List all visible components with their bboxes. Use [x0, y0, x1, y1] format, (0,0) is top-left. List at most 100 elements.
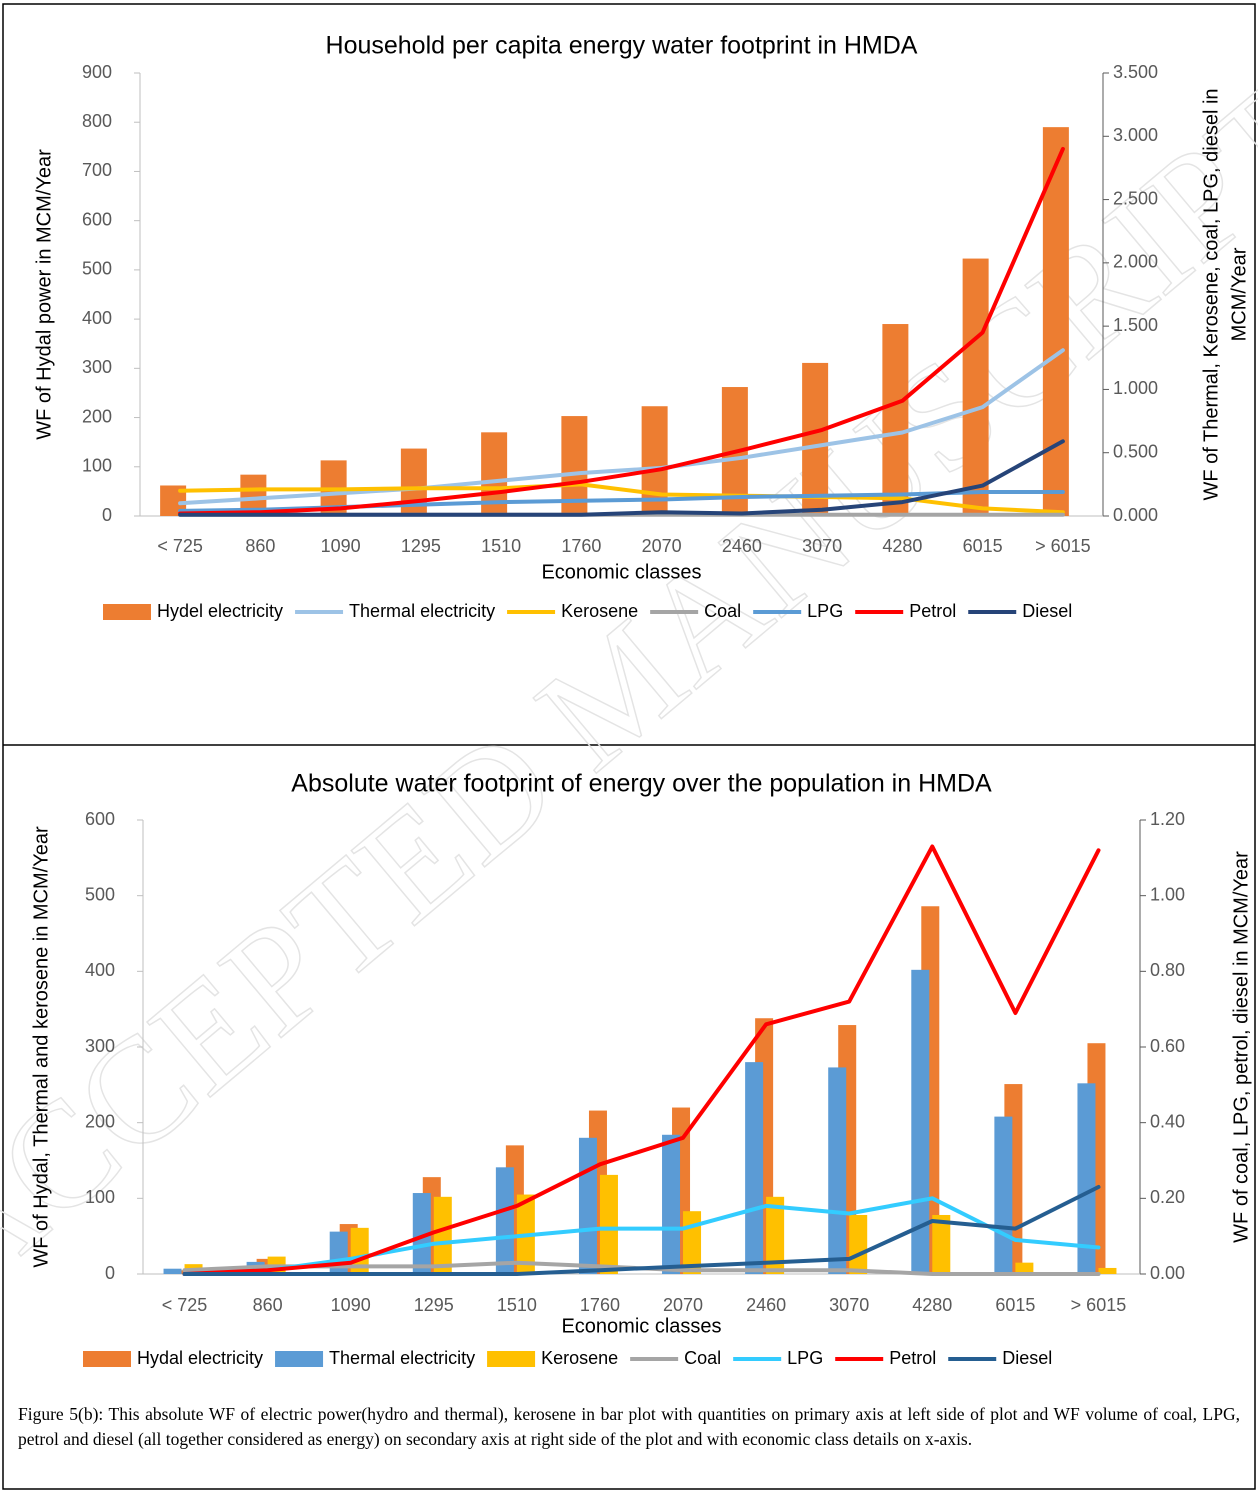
legend-swatch	[103, 604, 151, 620]
y-axis-label: WF of Hydal power in MCM/Year	[33, 149, 55, 440]
bar	[1077, 1083, 1096, 1274]
bar	[994, 1116, 1013, 1274]
y2-tick-label: 0.00	[1150, 1263, 1185, 1283]
y2-tick-label: 0.20	[1150, 1187, 1185, 1207]
y2-tick-label: 2.500	[1113, 188, 1158, 208]
line-series	[178, 348, 1065, 506]
y-tick-label: 400	[82, 308, 112, 328]
y2-tick-label: 3.000	[1113, 125, 1158, 145]
legend-label: Thermal electricity	[329, 1348, 475, 1368]
x-tick-label: 1090	[321, 536, 361, 556]
y-tick-label: 200	[82, 406, 112, 426]
line-series	[182, 1185, 1101, 1276]
legend-label: Hydal electricity	[137, 1348, 263, 1368]
legend-swatch	[83, 1351, 131, 1367]
y2-tick-label: 1.500	[1113, 315, 1158, 335]
bar	[495, 1167, 514, 1274]
x-axis-label: Economic classes	[561, 1315, 721, 1337]
y2-tick-label: 1.000	[1113, 378, 1158, 398]
legend-label: Diesel	[1002, 1348, 1052, 1368]
x-tick-label: 1295	[414, 1295, 454, 1315]
y-tick-label: 300	[82, 357, 112, 377]
x-tick-label: 860	[245, 536, 275, 556]
x-tick-label: 2460	[746, 1295, 786, 1315]
x-tick-label: 1760	[561, 536, 601, 556]
y2-axis-label: WF of Thermal, Kerosene, coal, LPG, dies…	[1200, 88, 1222, 500]
y2-tick-label: 3.500	[1113, 62, 1158, 82]
chart-title: Household per capita energy water footpr…	[326, 32, 918, 60]
y-tick-label: 700	[82, 160, 112, 180]
legend-label: Kerosene	[541, 1348, 618, 1368]
x-axis-label: Economic classes	[541, 561, 701, 583]
line-series	[178, 439, 1065, 517]
x-tick-label: 4280	[882, 536, 922, 556]
x-tick-label: 1760	[580, 1295, 620, 1315]
line-series	[182, 1196, 1101, 1276]
bar	[173, 1270, 192, 1274]
legend-label: Petrol	[889, 1348, 936, 1368]
x-tick-label: 860	[253, 1295, 283, 1315]
bar	[412, 1193, 431, 1274]
bar	[932, 1214, 951, 1274]
y2-axis-label: WF of coal, LPG, petrol, diesel in MCM/Y…	[1230, 851, 1252, 1243]
bar	[1015, 1262, 1034, 1274]
x-tick-label: 6015	[995, 1295, 1035, 1315]
bar	[662, 1134, 681, 1274]
y-tick-label: 600	[82, 209, 112, 229]
x-tick-label: < 725	[162, 1295, 208, 1315]
y2-tick-label: 2.000	[1113, 252, 1158, 272]
x-tick-label: > 6015	[1071, 1295, 1127, 1315]
bar	[1098, 1267, 1117, 1274]
legend-label: Coal	[684, 1348, 721, 1368]
y-tick-label: 0	[105, 1263, 115, 1283]
bar	[802, 362, 829, 516]
legend-label: LPG	[807, 601, 843, 621]
legend-swatch	[487, 1351, 536, 1367]
caption: Figure 5(b): This absolute WF of electri…	[18, 1404, 1240, 1449]
y-tick-label: 300	[85, 1036, 115, 1056]
y2-tick-label: 0.500	[1113, 441, 1158, 461]
bar	[766, 1196, 785, 1274]
bar	[882, 324, 909, 516]
x-tick-label: 6015	[963, 536, 1003, 556]
x-tick-label: 1510	[481, 536, 521, 556]
y-tick-label: 900	[82, 62, 112, 82]
x-tick-label: 3070	[829, 1295, 869, 1315]
bar	[828, 1067, 847, 1274]
y-tick-label: 500	[85, 884, 115, 904]
legend-label: Kerosene	[561, 601, 638, 621]
y-tick-label: 600	[85, 809, 115, 829]
x-tick-label: 1295	[401, 536, 441, 556]
outer-border	[2, 3, 1256, 1490]
x-tick-label: 2070	[642, 536, 682, 556]
y2-tick-label: 0.80	[1150, 960, 1185, 980]
legend-label: Coal	[704, 601, 741, 621]
x-tick-label: 1090	[331, 1295, 371, 1315]
watermark: ACCEPTED MANUSCRIPT	[0, 53, 1258, 1324]
legend-label: Hydel electricity	[157, 601, 283, 621]
x-tick-label: < 725	[157, 536, 203, 556]
y-tick-label: 200	[85, 1111, 115, 1131]
y-tick-label: 100	[85, 1187, 115, 1207]
y-tick-label: 0	[102, 505, 112, 525]
legend-label: Thermal electricity	[349, 601, 495, 621]
y-tick-label: 800	[82, 111, 112, 131]
y-tick-label: 500	[82, 259, 112, 279]
y2-tick-label: 0.000	[1113, 505, 1158, 525]
y2-tick-label: 1.20	[1150, 809, 1185, 829]
line-series	[182, 844, 1101, 1276]
bar	[849, 1214, 868, 1274]
x-tick-label: 4280	[912, 1295, 952, 1315]
x-tick-label: 2070	[663, 1295, 703, 1315]
x-tick-label: 3070	[802, 536, 842, 556]
y-axis-label: WF of Hydal, Thermal and kerosene in MCM…	[30, 826, 52, 1268]
legend-label: Diesel	[1022, 601, 1072, 621]
bar	[578, 1137, 597, 1274]
bar	[962, 258, 989, 516]
y-tick-label: 400	[85, 960, 115, 980]
y2-tick-label: 0.60	[1150, 1036, 1185, 1056]
y-tick-label: 100	[82, 456, 112, 476]
legend-swatch	[275, 1351, 324, 1367]
